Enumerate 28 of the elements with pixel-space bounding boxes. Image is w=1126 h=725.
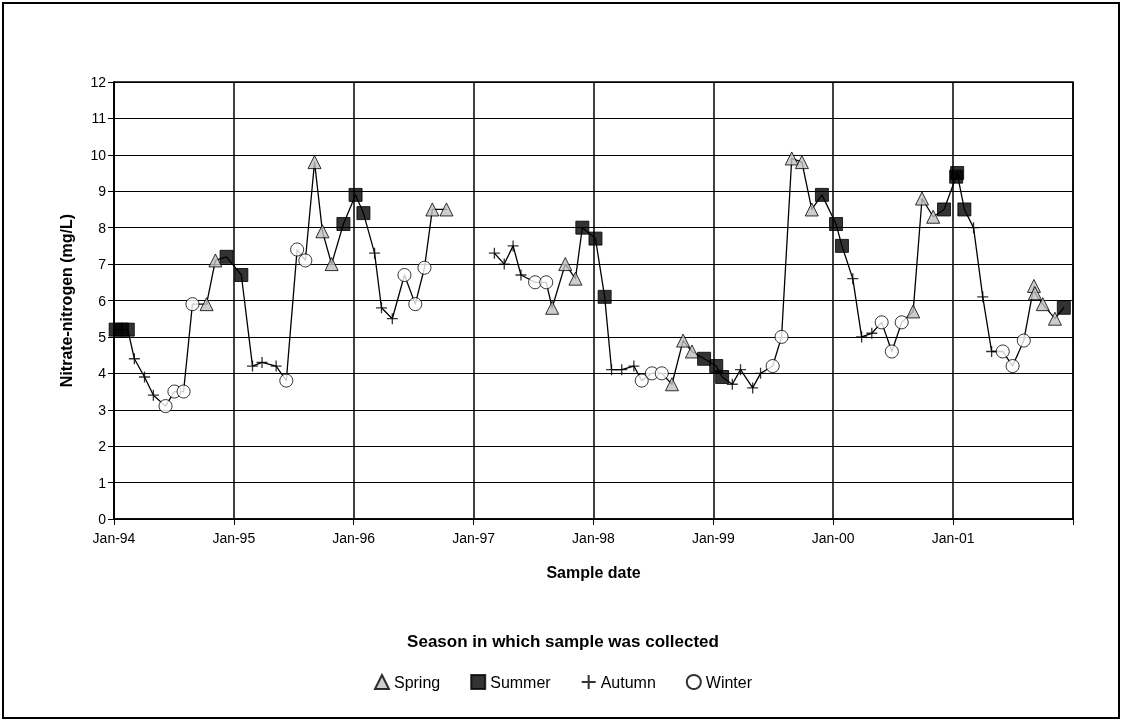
legend-label: Summer (490, 673, 552, 691)
y-tick-label: 9 (98, 183, 107, 200)
x-tick-label: Jan-01 (931, 530, 975, 546)
x-tick-label: Jan-99 (691, 530, 735, 546)
legend-title: Season in which sample was collected (407, 632, 719, 651)
x-tick-label: Jan-98 (572, 530, 616, 546)
x-tick-label: Jan-94 (92, 530, 136, 546)
y-tick-label: 4 (98, 365, 107, 382)
y-axis-title: Nitrate-nitrogen (mg/L) (57, 213, 75, 388)
y-tick-label: 3 (98, 401, 107, 418)
x-tick-label: Jan-95 (212, 530, 256, 546)
legend-label: Spring (393, 673, 441, 691)
x-tick-label: Jan-97 (452, 530, 496, 546)
y-tick-label: 7 (98, 256, 107, 273)
x-tick-label: Jan-00 (811, 530, 855, 546)
x-axis-title: Sample date (546, 563, 641, 581)
y-tick-label: 8 (98, 219, 107, 236)
y-tick-label: 0 (98, 511, 107, 527)
y-tick-label: 10 (90, 146, 107, 163)
y-tick-label: 11 (91, 110, 107, 127)
y-tick-label: 5 (98, 328, 107, 345)
y-tick-label: 12 (90, 74, 107, 90)
y-tick-label: 1 (98, 474, 107, 491)
y-tick-label: 6 (98, 292, 107, 309)
legend-label: Winter (705, 673, 753, 691)
x-tick-label: Jan-96 (332, 530, 376, 546)
y-tick-label: 2 (98, 438, 107, 455)
legend-label: Autumn (600, 673, 656, 691)
